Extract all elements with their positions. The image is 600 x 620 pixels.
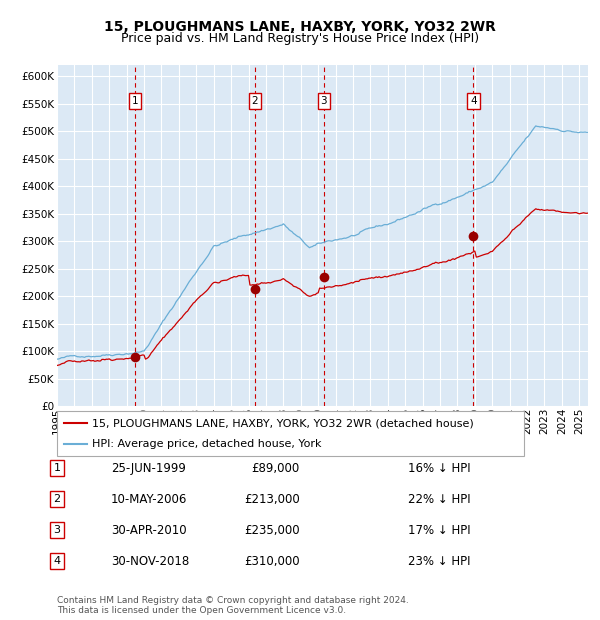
Text: Price paid vs. HM Land Registry's House Price Index (HPI): Price paid vs. HM Land Registry's House …: [121, 32, 479, 45]
Text: HPI: Average price, detached house, York: HPI: Average price, detached house, York: [92, 438, 322, 449]
Text: 1: 1: [131, 96, 139, 106]
Text: 2: 2: [53, 494, 61, 504]
Text: £235,000: £235,000: [244, 524, 300, 536]
Text: £310,000: £310,000: [244, 555, 300, 567]
Text: 30-APR-2010: 30-APR-2010: [111, 524, 187, 536]
Text: £213,000: £213,000: [244, 493, 300, 505]
FancyBboxPatch shape: [57, 411, 524, 456]
Text: 23% ↓ HPI: 23% ↓ HPI: [408, 555, 470, 567]
Text: 1: 1: [53, 463, 61, 473]
Text: 30-NOV-2018: 30-NOV-2018: [111, 555, 189, 567]
Text: 4: 4: [53, 556, 61, 566]
Text: 4: 4: [470, 96, 477, 106]
Text: 17% ↓ HPI: 17% ↓ HPI: [408, 524, 470, 536]
Text: 2: 2: [251, 96, 258, 106]
Text: 22% ↓ HPI: 22% ↓ HPI: [408, 493, 470, 505]
Text: 16% ↓ HPI: 16% ↓ HPI: [408, 462, 470, 474]
Text: 25-JUN-1999: 25-JUN-1999: [111, 462, 186, 474]
Text: 3: 3: [53, 525, 61, 535]
Text: 15, PLOUGHMANS LANE, HAXBY, YORK, YO32 2WR (detached house): 15, PLOUGHMANS LANE, HAXBY, YORK, YO32 2…: [92, 418, 474, 428]
Text: £89,000: £89,000: [252, 462, 300, 474]
Text: 10-MAY-2006: 10-MAY-2006: [111, 493, 187, 505]
Text: 15, PLOUGHMANS LANE, HAXBY, YORK, YO32 2WR: 15, PLOUGHMANS LANE, HAXBY, YORK, YO32 2…: [104, 20, 496, 34]
Text: Contains HM Land Registry data © Crown copyright and database right 2024.
This d: Contains HM Land Registry data © Crown c…: [57, 596, 409, 615]
Text: 3: 3: [320, 96, 327, 106]
